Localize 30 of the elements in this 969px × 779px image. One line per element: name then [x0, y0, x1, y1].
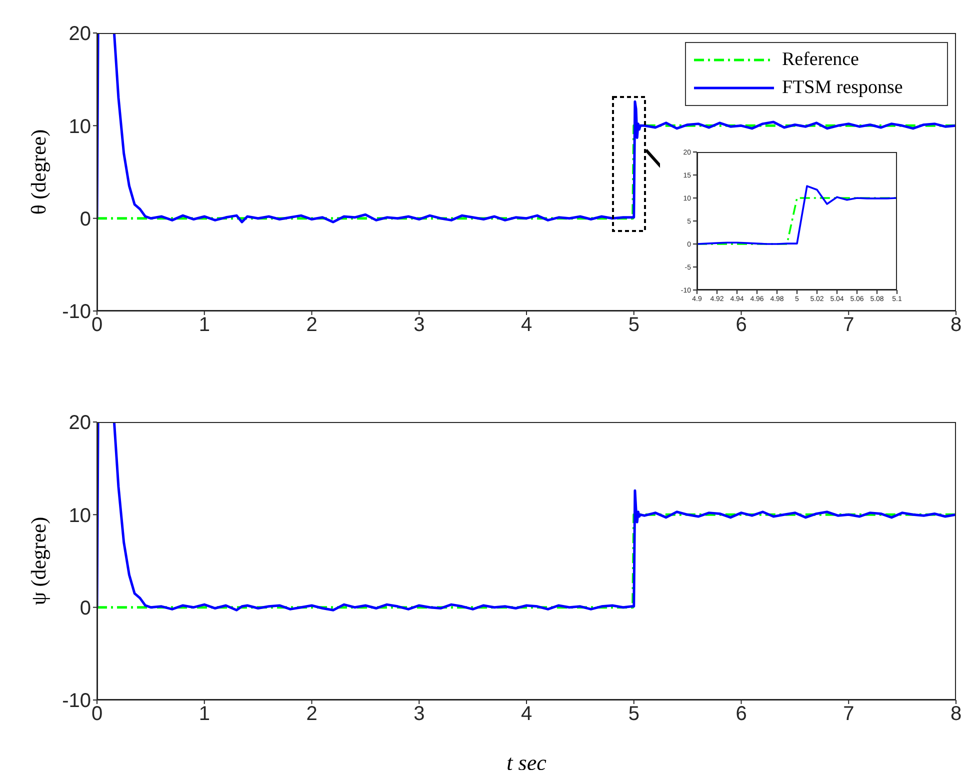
x-tick-label: 1 — [198, 314, 210, 336]
y-axis-title: ψ (degree) — [26, 516, 50, 606]
x-tick-label: 1 — [198, 703, 210, 726]
x-tick-label: 2 — [306, 703, 318, 726]
x-tick-label: 7 — [843, 314, 854, 336]
x-tick-label: 7 — [843, 703, 854, 726]
x-tick-label: 8 — [950, 314, 962, 336]
x-tick-label: 4 — [520, 703, 532, 726]
legend-label: FTSM response — [782, 77, 903, 99]
x-tick-label: 6 — [736, 314, 747, 336]
y-tick-label: 10 — [68, 116, 91, 138]
x-tick-label: 3 — [414, 703, 425, 726]
x-tick-label: 5 — [628, 703, 640, 726]
x-tick-label: 5 — [628, 314, 640, 336]
x-tick-label: 8 — [950, 703, 962, 726]
y-tick-label: 20 — [68, 412, 91, 434]
y-axis-title: θ (degree) — [26, 129, 50, 215]
y-tick-label: 20 — [68, 23, 91, 46]
y-tick-label: -10 — [62, 690, 91, 712]
x-tick-label: 2 — [306, 314, 318, 336]
x-tick-label: 6 — [736, 703, 747, 726]
x-tick-label: 4 — [520, 314, 532, 336]
line-series — [697, 185, 897, 245]
legend-label: Reference — [782, 49, 859, 71]
y-tick-label: -10 — [62, 301, 91, 324]
y-tick-label: 0 — [80, 208, 91, 230]
y-tick-label: 10 — [68, 504, 91, 527]
x-axis-title: t sec — [506, 750, 547, 775]
x-tick-label: 3 — [414, 314, 425, 336]
y-tick-label: 0 — [80, 597, 91, 620]
